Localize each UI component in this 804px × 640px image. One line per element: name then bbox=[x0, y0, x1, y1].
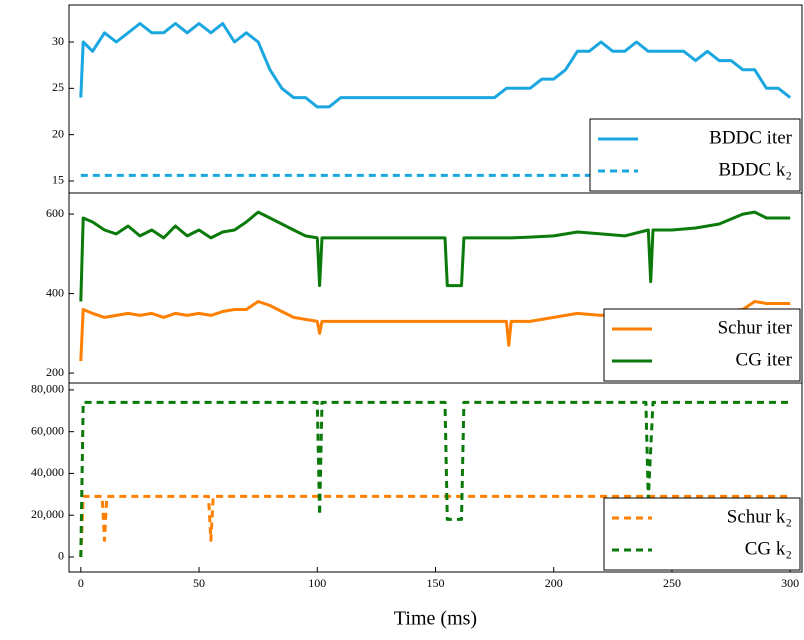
y-tick-label: 15 bbox=[52, 173, 64, 187]
y-tick-label: 80,000 bbox=[31, 382, 64, 396]
x-tick-label: 0 bbox=[78, 576, 84, 590]
y-tick-label: 40,000 bbox=[31, 465, 64, 479]
x-tick-label: 250 bbox=[663, 576, 681, 590]
y-tick-label: 20 bbox=[52, 126, 64, 140]
legend-label: BDDC k₂ bbox=[718, 159, 792, 180]
series-line bbox=[79, 400, 791, 558]
y-tick-label: 60,000 bbox=[31, 423, 64, 437]
series-line bbox=[79, 22, 792, 109]
x-tick-label: 300 bbox=[781, 576, 799, 590]
y-tick-label: 400 bbox=[46, 285, 64, 299]
y-tick-label: 20,000 bbox=[31, 507, 64, 521]
legend-box bbox=[589, 118, 801, 192]
y-tick-label: 30 bbox=[52, 34, 64, 48]
legend-label: CG iter bbox=[736, 349, 793, 370]
legend-label: BDDC iter bbox=[709, 127, 793, 148]
y-tick-label: 0 bbox=[58, 549, 64, 563]
legend-label: Schur k₂ bbox=[727, 506, 792, 527]
x-tick-label: 100 bbox=[308, 576, 326, 590]
x-axis-label: Time (ms) bbox=[394, 608, 477, 630]
y-tick-label: 600 bbox=[46, 206, 64, 220]
x-tick-label: 50 bbox=[193, 576, 205, 590]
y-tick-label: 200 bbox=[46, 365, 64, 379]
series-line bbox=[79, 210, 791, 302]
x-tick-label: 150 bbox=[427, 576, 445, 590]
legend-label: Schur iter bbox=[718, 317, 793, 338]
legend-label: CG k₂ bbox=[745, 538, 792, 559]
legend-box bbox=[603, 497, 801, 571]
y-tick-label: 25 bbox=[52, 80, 64, 94]
x-tick-label: 200 bbox=[545, 576, 563, 590]
legend-box bbox=[603, 308, 801, 382]
